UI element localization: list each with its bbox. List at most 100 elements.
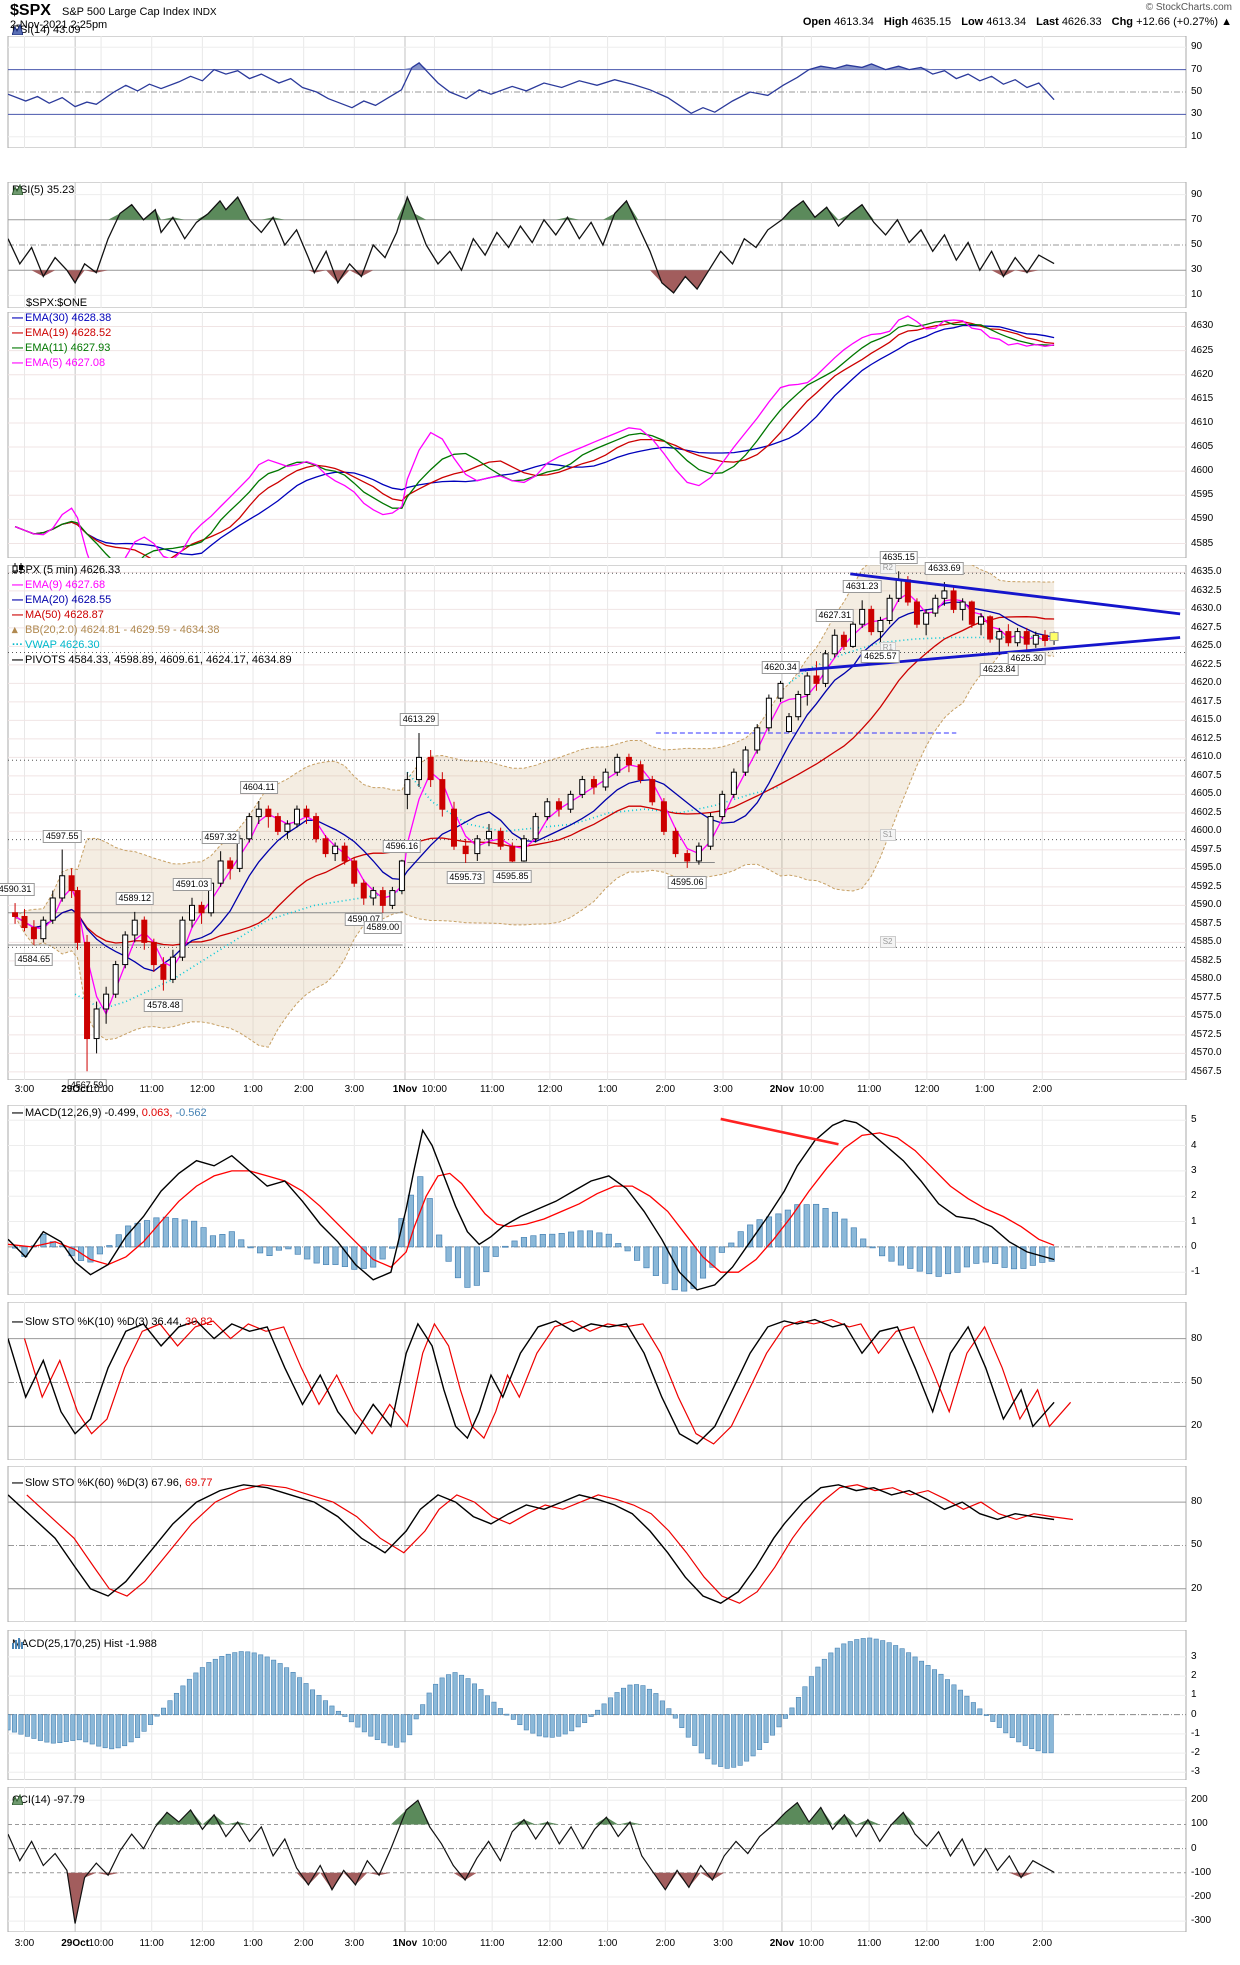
- panel-cci: [7, 1787, 1187, 1932]
- legend-vwap: ··· VWAP 4626.30: [12, 639, 100, 651]
- x-tick-label: 12:00: [914, 1938, 940, 1949]
- y-tick-label: 4595: [1191, 489, 1214, 501]
- x-tick-label: 3:00: [14, 1084, 35, 1095]
- x-tick-label: 1:00: [597, 1938, 618, 1949]
- x-tick-label: 10:00: [88, 1938, 114, 1949]
- panel-sto10: [7, 1302, 1187, 1460]
- x-tick-label: 11:00: [480, 1938, 505, 1949]
- line-icon: —: [12, 1316, 23, 1328]
- y-tick-label: 3: [1191, 1650, 1197, 1662]
- y-tick-label: 4630: [1191, 320, 1214, 332]
- macd-label: — MACD(12,26,9) -0.499, 0.063, -0.562: [12, 1107, 207, 1119]
- legend-pivots: — PIVOTS 4584.33, 4598.89, 4609.61, 4624.…: [12, 654, 292, 666]
- y-tick-label: 50: [1191, 86, 1203, 97]
- y-tick-label: -1: [1191, 1266, 1200, 1278]
- y-tick-label: 50: [1191, 1376, 1203, 1388]
- y-tick-label: 2: [1191, 1190, 1197, 1202]
- y-tick-label: 4625: [1191, 344, 1214, 356]
- x-tick-label: 2Nov: [769, 1084, 795, 1095]
- y-tick-label: 4610: [1191, 416, 1214, 428]
- y-tick-label: 4620: [1191, 368, 1214, 380]
- legend-ema11: — EMA(11) 4627.93: [12, 342, 111, 354]
- x-tick-label: 29Oct: [61, 1084, 90, 1095]
- panel-macd: [7, 1105, 1187, 1295]
- y-tick-label: 1: [1191, 1215, 1197, 1227]
- x-tick-label: 2:00: [293, 1938, 314, 1949]
- x-tick-label: 10:00: [798, 1084, 824, 1095]
- cci-label: CCI(14) -97.79: [12, 1794, 85, 1806]
- y-tick-label: 0: [1191, 1240, 1197, 1252]
- x-tick-label: 2:00: [1032, 1084, 1053, 1095]
- legend-ema20: — EMA(20) 4628.55: [12, 594, 112, 606]
- price-callout: 4597.55: [42, 829, 82, 843]
- y-tick-label: -2: [1191, 1747, 1200, 1759]
- rsi14-label: RSI(14) 43.09: [12, 24, 81, 36]
- y-tick-label: 4595.0: [1191, 862, 1222, 874]
- y-tick-label: 4635.0: [1191, 566, 1222, 578]
- legend-bb: ▴ BB(20,2.0) 4624.81 - 4629.59 - 4634.38: [12, 624, 220, 636]
- x-tick-label: 10:00: [421, 1938, 447, 1949]
- x-tick-label: 10:00: [798, 1938, 824, 1949]
- symbol-name: S&P 500 Large Cap Index INDX: [62, 6, 217, 18]
- y-tick-label: 4620.0: [1191, 677, 1222, 689]
- chg-label: Chg: [1111, 16, 1134, 28]
- x-tick-label: 2:00: [293, 1084, 314, 1095]
- y-tick-label: 4572.5: [1191, 1028, 1222, 1040]
- chg-value: +12.66 (+0.27%): [1136, 16, 1219, 28]
- y-tick-label: 80: [1191, 1496, 1203, 1508]
- y-tick-label: 20: [1191, 1420, 1203, 1432]
- x-tick-label: 11:00: [856, 1084, 882, 1095]
- area-chart-icon: [12, 1794, 23, 1805]
- y-tick-label: 4570.0: [1191, 1047, 1222, 1059]
- x-tick-label: 2Nov: [769, 1938, 795, 1949]
- x-tick-label: 10:00: [88, 1084, 114, 1095]
- low-label: Low: [961, 16, 984, 28]
- y-tick-label: 4625.0: [1191, 640, 1222, 652]
- y-tick-label: 4605: [1191, 441, 1214, 453]
- price-callout: 4595.73: [446, 870, 485, 884]
- price-callout: 4567.59: [67, 1079, 107, 1093]
- stockcharts-credit: © StockCharts.com: [1145, 2, 1232, 13]
- legend-ema5: — EMA(5) 4627.08: [12, 357, 106, 369]
- pivot-label: S1: [879, 828, 896, 841]
- x-tick-label: 1:00: [597, 1084, 618, 1095]
- sto60-label: — Slow STO %K(60) %D(3) 67.96, 69.77: [12, 1477, 213, 1489]
- y-tick-label: 4582.5: [1191, 954, 1222, 966]
- y-tick-label: 4592.5: [1191, 880, 1222, 892]
- y-tick-label: 4602.5: [1191, 806, 1222, 818]
- x-tick-label: 1:00: [243, 1084, 263, 1095]
- y-tick-label: 80: [1191, 1332, 1203, 1344]
- price-callout: 4604.11: [239, 780, 278, 794]
- price-callout: 4620.34: [761, 660, 800, 674]
- x-tick-label: 3:00: [713, 1084, 733, 1095]
- line-icon: —: [12, 1477, 23, 1489]
- y-tick-label: 4575.0: [1191, 1010, 1222, 1022]
- price-callout: 4631.23: [842, 580, 882, 594]
- x-tick-label: 3:00: [344, 1938, 365, 1949]
- price-callout: 4591.03: [172, 877, 212, 891]
- y-tick-label: -3: [1191, 1766, 1200, 1778]
- y-tick-label: 4590.0: [1191, 899, 1222, 911]
- x-tick-label: 11:00: [856, 1938, 882, 1949]
- y-tick-label: 200: [1191, 1794, 1208, 1806]
- candlestick-icon: [12, 563, 23, 574]
- exchange: INDX: [192, 7, 217, 18]
- price-callout: 4589.00: [363, 920, 403, 934]
- y-tick-label: -300: [1191, 1915, 1212, 1927]
- y-tick-label: 4580.0: [1191, 973, 1222, 985]
- y-tick-label: 4: [1191, 1139, 1197, 1151]
- x-tick-label: 1Nov: [392, 1084, 418, 1095]
- open-label: Open: [802, 16, 831, 28]
- y-tick-label: 0: [1191, 1842, 1197, 1854]
- macd-hist-label: MACD(25,170,25) Hist -1.988: [12, 1638, 157, 1650]
- rsi5-label: RSI(5) 35.23: [12, 184, 75, 196]
- symbol: $SPX: [10, 2, 51, 19]
- up-arrow-icon: ▲: [1221, 16, 1232, 28]
- price-callout: 4595.06: [667, 875, 707, 889]
- chart-datetime: 2-Nov-2021 2:25pm: [10, 19, 108, 31]
- x-tick-label: 3:00: [14, 1938, 35, 1949]
- x-tick-label: 12:00: [189, 1938, 215, 1949]
- y-tick-label: 0: [1191, 1708, 1197, 1720]
- y-tick-label: 10: [1191, 130, 1203, 142]
